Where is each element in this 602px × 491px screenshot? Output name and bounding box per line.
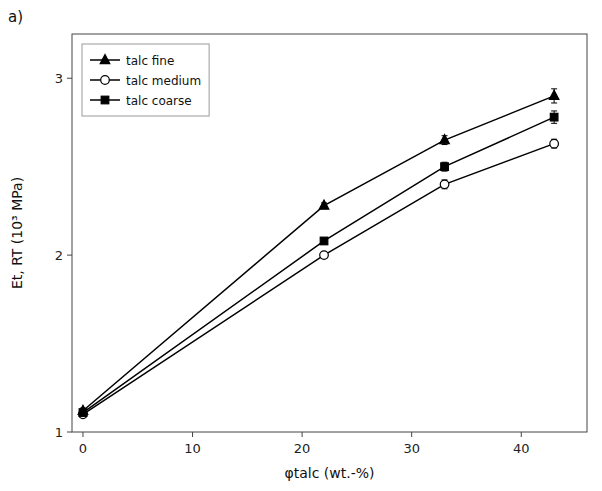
legend-marker xyxy=(101,76,110,85)
legend-label: talc fine xyxy=(126,54,174,68)
x-tick-label: 10 xyxy=(184,441,201,456)
legend-box xyxy=(82,44,209,116)
error-bar xyxy=(551,111,557,123)
x-tick-label: 20 xyxy=(294,441,311,456)
point xyxy=(320,237,328,245)
chart: 0 10 20 30 40 1 2 3 φtalc (wt.-%) Et, RT (10³ MPa… xyxy=(0,0,602,491)
x-tick xyxy=(302,432,303,437)
y-tick xyxy=(67,78,72,79)
series xyxy=(79,139,559,418)
legend: talc fine talc medium talc coarse xyxy=(82,44,209,116)
point xyxy=(441,163,449,171)
y-tick-label: 1 xyxy=(55,425,63,440)
point xyxy=(319,200,329,209)
legend-label: talc medium xyxy=(126,74,201,88)
x-tick xyxy=(192,432,193,437)
point xyxy=(550,113,558,121)
plot-frame xyxy=(72,34,587,432)
point xyxy=(440,135,450,144)
x-tick-label: 0 xyxy=(79,441,87,456)
x-tick xyxy=(521,432,522,437)
error-cap xyxy=(551,102,557,103)
error-cap xyxy=(551,123,557,124)
x-axis-label: φtalc (wt.-%) xyxy=(284,465,374,481)
legend-marker xyxy=(101,96,109,104)
legend-label: talc coarse xyxy=(126,94,192,108)
point xyxy=(320,251,329,260)
y-tick xyxy=(67,432,72,433)
title: a) xyxy=(8,8,23,26)
y-tick xyxy=(67,255,72,256)
series-line xyxy=(83,144,554,415)
error-bar xyxy=(442,162,448,171)
y-tick-label: 3 xyxy=(55,71,63,86)
y-tick-label: 2 xyxy=(55,248,63,263)
series xyxy=(78,89,559,415)
plot-area xyxy=(78,89,559,419)
point xyxy=(549,90,559,99)
x-tick-label: 30 xyxy=(403,441,420,456)
series-line xyxy=(83,117,554,412)
series xyxy=(79,111,558,416)
y-axis-label: Et, RT (10³ MPa) xyxy=(9,177,25,289)
point xyxy=(440,180,449,189)
x-tick-label: 40 xyxy=(513,441,530,456)
error-cap xyxy=(551,110,557,111)
x-tick xyxy=(411,432,412,437)
x-tick xyxy=(82,432,83,437)
point xyxy=(79,409,87,417)
point xyxy=(550,139,559,148)
series-line xyxy=(83,96,554,411)
legend-marker xyxy=(100,54,110,63)
